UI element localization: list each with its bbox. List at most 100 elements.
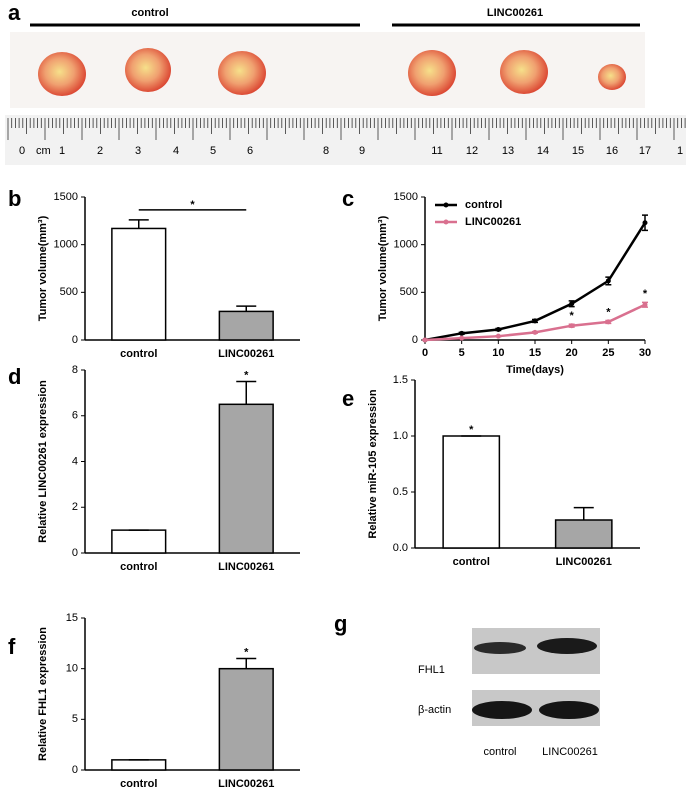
error-bar (568, 323, 575, 328)
ruler-number: 3 (135, 145, 141, 157)
y-tick-label: 15 (66, 612, 78, 624)
y-tick-label: 1000 (394, 239, 418, 251)
significance: * (190, 199, 195, 211)
error-bar (605, 276, 612, 286)
x-tick-label: LINC00261 (556, 556, 612, 568)
photo-background (10, 32, 645, 108)
y-tick-label: 5 (72, 713, 78, 725)
blot-band (472, 701, 532, 719)
x-tick-label: LINC00261 (218, 561, 274, 573)
ruler-number: 1 (677, 145, 683, 157)
panel-a: a control LINC00261 0 1 2 3 4 5 6 8 9 11 12 13 14 15 1… (5, 0, 686, 165)
y-tick-label: 10 (66, 663, 78, 675)
error-bar (642, 214, 648, 232)
ruler-ticks: 0 1 2 3 4 5 6 8 9 11 12 13 14 15 16 17 1 (7, 118, 686, 157)
lane-label: LINC00261 (542, 746, 598, 758)
significance: * (643, 288, 648, 300)
x-tick-label: 10 (492, 347, 504, 359)
y-tick-label: 0 (72, 547, 78, 559)
y-tick-label: 1000 (54, 239, 78, 251)
panel-label: f (8, 634, 16, 659)
bar (218, 667, 274, 771)
panel-label: c (342, 186, 354, 211)
ruler-number: 5 (210, 145, 216, 157)
x-tick-label: control (120, 561, 157, 573)
y-tick-label: 1.0 (393, 430, 408, 442)
group-label: LINC00261 (487, 7, 543, 19)
x-tick-label: control (120, 348, 157, 360)
legend-label: control (465, 199, 502, 211)
x-tick-label: LINC00261 (218, 348, 274, 360)
legend-marker (443, 202, 449, 208)
y-tick-label: 8 (72, 364, 78, 376)
error-bar (573, 506, 594, 520)
significance: * (469, 424, 474, 436)
bar (218, 310, 274, 341)
x-axis-label: Time(days) (506, 364, 564, 376)
y-axis-label: Relative miR-105 expression (367, 389, 379, 538)
ruler-number: 9 (359, 145, 365, 157)
ruler-number: 0 (19, 145, 25, 157)
x-tick-label: 25 (602, 347, 614, 359)
bar (111, 529, 167, 554)
y-tick-label: 500 (60, 286, 78, 298)
y-tick-label: 1500 (394, 191, 418, 203)
y-axis-label: Relative LINC00261 expression (37, 380, 49, 543)
band-label: β-actin (418, 704, 451, 716)
ruler-number: 2 (97, 145, 103, 157)
error-bar (532, 330, 538, 334)
ruler-number: 12 (466, 145, 478, 157)
tumor (125, 48, 171, 92)
y-tick-label: 0 (72, 764, 78, 776)
error-bar (605, 319, 612, 325)
band-label: FHL1 (418, 664, 445, 676)
error-bar (236, 380, 257, 405)
ruler-number: 1 (59, 145, 65, 157)
error-bar (458, 331, 465, 336)
ruler-number: 6 (247, 145, 253, 157)
y-tick-label: 0 (72, 334, 78, 346)
panel-g: g FHL1 β-actin control LINC00261 (334, 611, 600, 758)
y-tick-label: 6 (72, 410, 78, 422)
x-tick-label: 5 (459, 347, 465, 359)
ruler-number: 4 (173, 145, 179, 157)
y-axis-label: Tumor volume(mm³) (377, 215, 389, 321)
significance: * (244, 646, 249, 658)
tumor (408, 50, 456, 96)
blot-band (474, 642, 526, 654)
y-tick-label: 2 (72, 501, 78, 513)
ruler-number: 11 (431, 145, 442, 157)
panel-label: a (8, 0, 21, 25)
ruler-unit: cm (36, 145, 51, 157)
ruler-number: 16 (606, 145, 618, 157)
bar (554, 519, 613, 549)
error-bar (495, 327, 502, 332)
error-bar (532, 318, 538, 324)
x-tick-label: 20 (566, 347, 578, 359)
error-bar (458, 336, 465, 340)
y-tick-label: 1500 (54, 191, 78, 203)
x-tick-label: control (120, 778, 157, 790)
y-tick-label: 4 (72, 455, 78, 467)
panel-label: d (8, 364, 21, 389)
ruler-number: 14 (537, 145, 549, 157)
error-bar (128, 219, 149, 229)
x-tick-label: 30 (639, 347, 651, 359)
error-bar (495, 334, 502, 338)
y-tick-label: 1.5 (393, 374, 408, 386)
y-tick-label: 0.5 (393, 486, 408, 498)
x-tick-label: control (453, 556, 490, 568)
y-tick-label: 500 (400, 286, 418, 298)
error-bar (236, 657, 257, 669)
ruler-number: 17 (639, 145, 651, 157)
error-bar (642, 301, 648, 308)
y-tick-label: 0.0 (393, 542, 408, 554)
x-tick-label: 0 (422, 347, 428, 359)
group-label: control (131, 7, 168, 19)
significance: * (570, 310, 575, 322)
blot-band (537, 638, 597, 654)
significance: * (606, 306, 611, 318)
tumor (38, 52, 86, 96)
significance: * (244, 369, 249, 381)
